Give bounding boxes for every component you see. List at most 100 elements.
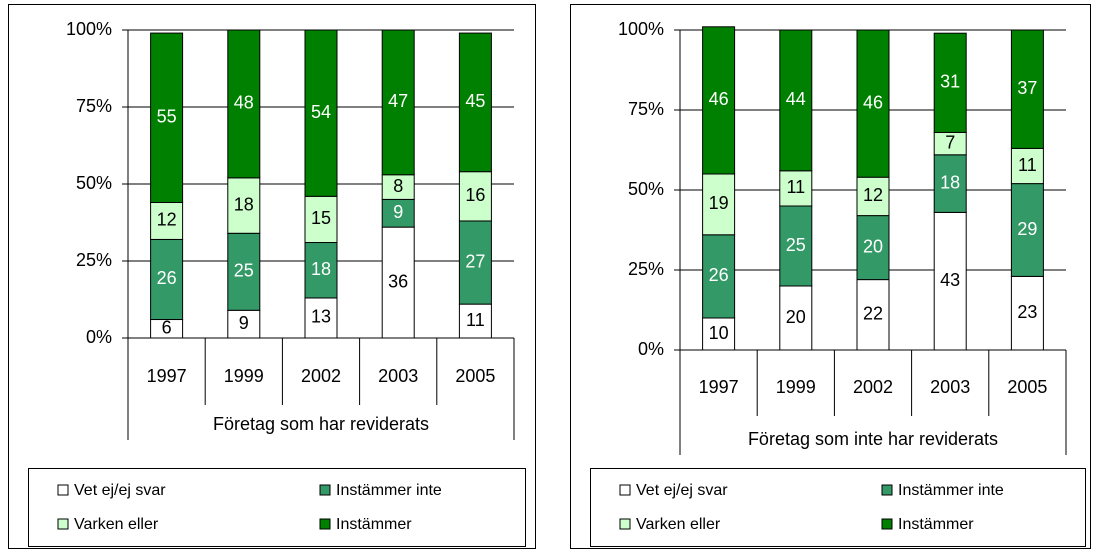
bar-segment [227, 309, 261, 339]
bar-segment [1010, 275, 1044, 351]
bar-segment [933, 32, 967, 133]
data-label: 13 [311, 307, 331, 327]
bar-segment [779, 205, 813, 287]
data-label: 15 [311, 208, 331, 228]
bar-segment [779, 29, 813, 172]
y-tick-label: 0% [86, 327, 112, 347]
y-tick-label: 0% [638, 339, 664, 359]
data-label: 11 [1018, 155, 1037, 175]
data-label: 19 [709, 193, 729, 213]
legend-swatch [57, 518, 69, 530]
x-axis-label: Företag som inte har reviderats [748, 429, 998, 449]
data-label: 26 [157, 268, 177, 288]
x-tick-label: 2003 [378, 366, 418, 386]
bar-segment [458, 171, 492, 222]
data-label: 44 [786, 89, 806, 109]
x-tick-label: 2003 [930, 377, 970, 397]
data-label: 27 [465, 251, 485, 271]
data-label: 25 [786, 235, 806, 255]
data-label: 48 [234, 93, 254, 113]
bar-segment [856, 176, 890, 217]
legend-swatch [57, 484, 69, 496]
legend-label: Instämmer [336, 516, 412, 533]
data-label: 22 [863, 304, 883, 324]
y-tick-label: 75% [628, 99, 664, 119]
x-tick-label: 1997 [699, 377, 739, 397]
bar-segment [856, 29, 890, 178]
data-label: 47 [388, 91, 408, 111]
legend-label: Instämmer inte [336, 482, 442, 499]
bar-segment [779, 285, 813, 351]
data-label: 29 [1017, 219, 1037, 239]
data-label: 46 [863, 92, 883, 112]
x-tick-label: 2002 [301, 366, 341, 386]
y-tick-label: 25% [628, 259, 664, 279]
data-label: 18 [234, 194, 254, 214]
bar-segment [227, 29, 261, 179]
bar-segment [150, 32, 184, 203]
bar-segment [458, 32, 492, 173]
legend-swatch [319, 518, 331, 530]
legend-swatch [619, 484, 631, 496]
x-tick-label: 2002 [853, 377, 893, 397]
legend-swatch [881, 484, 893, 496]
bar-segment [458, 303, 492, 339]
x-tick-label: 2005 [455, 366, 495, 386]
bar-segment [856, 215, 890, 281]
legend-box [28, 468, 526, 547]
y-tick-label: 25% [76, 250, 112, 270]
data-label: 55 [157, 107, 177, 127]
chart-frame [8, 4, 536, 549]
legend-label: Varken eller [74, 516, 159, 533]
x-tick-label: 1999 [224, 366, 264, 386]
data-label: 9 [239, 313, 249, 333]
y-tick-label: 100% [66, 19, 112, 39]
legend-swatch [881, 518, 893, 530]
legend-label: Instämmer [898, 516, 974, 533]
legend-box [590, 468, 1086, 547]
x-tick-label: 1997 [147, 366, 187, 386]
data-label: 12 [157, 210, 177, 230]
data-label: 45 [465, 91, 485, 111]
bar-segment [227, 177, 261, 234]
data-label: 26 [709, 265, 729, 285]
data-label: 25 [234, 261, 254, 281]
data-label: 12 [863, 185, 883, 205]
data-label: 31 [940, 72, 960, 92]
x-axis-label: Företag som har reviderats [213, 414, 429, 434]
legend-label: Varken eller [636, 516, 721, 533]
legend-label: Vet ej/ej svar [74, 482, 166, 499]
bar-segment [304, 195, 338, 244]
data-label: 16 [465, 185, 485, 205]
data-label: 23 [1017, 302, 1037, 322]
data-label: 18 [940, 172, 960, 192]
legend-label: Vet ej/ej svar [636, 482, 728, 499]
data-label: 11 [786, 177, 805, 197]
bar-segment [933, 154, 967, 213]
legend-swatch [619, 518, 631, 530]
y-tick-label: 75% [76, 96, 112, 116]
data-label: 20 [863, 236, 883, 256]
bar-segment [702, 26, 736, 175]
data-label: 37 [1017, 78, 1037, 98]
data-label: 9 [393, 202, 403, 222]
y-tick-label: 50% [76, 173, 112, 193]
data-label: 46 [709, 89, 729, 109]
bar-segment [1010, 147, 1044, 185]
data-label: 43 [940, 270, 960, 290]
bar-segment [779, 170, 813, 207]
x-tick-label: 1999 [776, 377, 816, 397]
data-label: 7 [945, 132, 955, 152]
bar-segment [856, 279, 890, 351]
bar-segment [381, 226, 415, 339]
y-tick-label: 50% [628, 179, 664, 199]
bar-segment [458, 220, 492, 305]
data-label: 11 [466, 310, 485, 330]
data-label: 10 [709, 323, 729, 343]
legend-label: Instämmer inte [898, 482, 1004, 499]
data-label: 54 [311, 102, 331, 122]
x-tick-label: 2005 [1007, 377, 1047, 397]
y-tick-label: 100% [618, 19, 664, 39]
data-label: 36 [388, 271, 408, 291]
